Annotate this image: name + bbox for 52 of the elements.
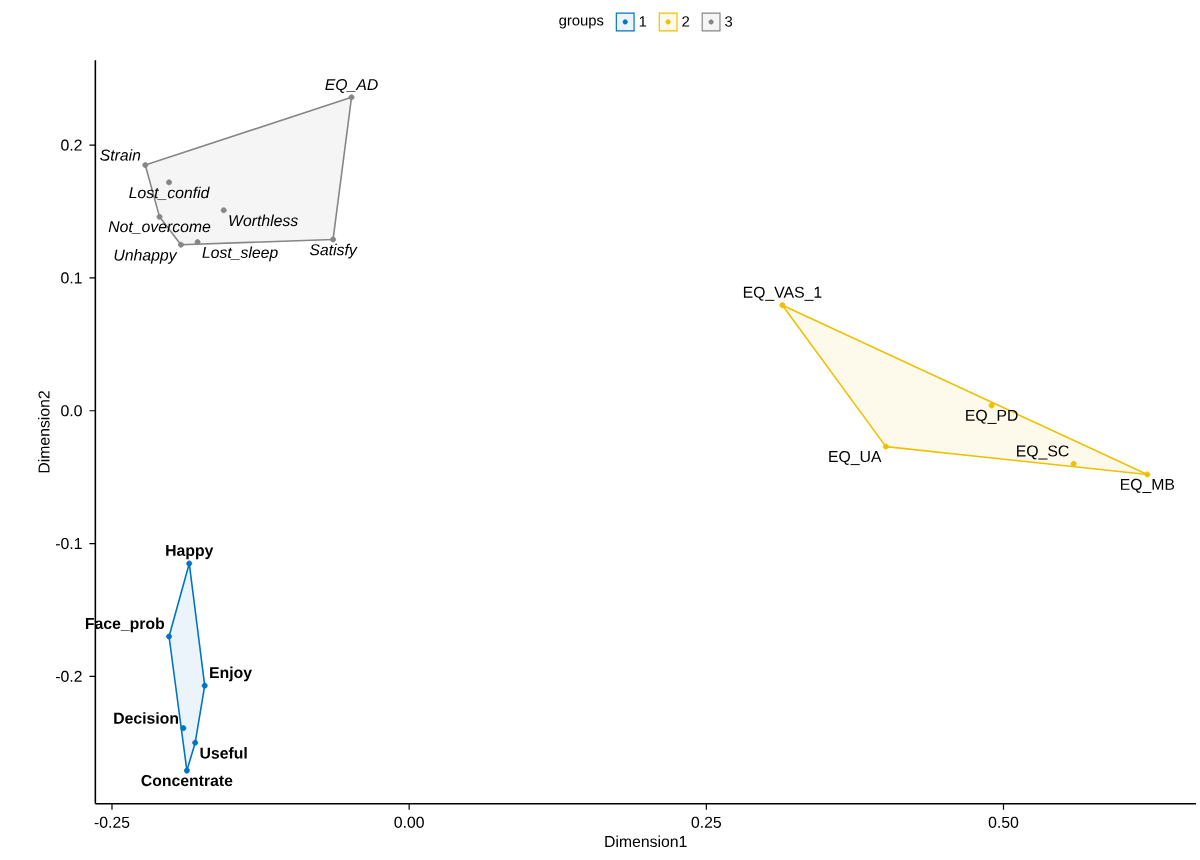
y-tick-label: 0.2 [61, 139, 82, 151]
annotation: Concentrate [141, 774, 233, 787]
annotation: Useful [200, 747, 247, 759]
y-tick-label: -0.1 [55, 537, 82, 550]
legend-label: 1 [639, 16, 647, 27]
annotation: Worthless [229, 214, 298, 227]
point [1070, 460, 1077, 467]
annotation: Lost_sleep [202, 246, 278, 262]
point [1144, 471, 1151, 478]
annotation: EQ_UA [829, 450, 882, 466]
annotation: EQ_VAS_1 [743, 286, 822, 301]
y-tick-label: -0.2 [55, 670, 82, 682]
x-tick-label: -0.25 [94, 816, 130, 828]
point [177, 241, 184, 248]
annotation: Lost_confid [129, 186, 210, 201]
annotation: EQ_AD [325, 79, 378, 93]
y-tick-label: 0.1 [61, 272, 82, 284]
point [183, 767, 190, 774]
point [779, 302, 786, 309]
point [142, 162, 149, 169]
annotation: EQ_MB [1121, 478, 1175, 493]
annotation: Satisfy [309, 243, 358, 259]
point [186, 560, 193, 567]
y-tick-label: 0.0 [61, 405, 82, 417]
annotation: Decision [114, 712, 178, 724]
point [192, 739, 199, 746]
point [348, 94, 355, 101]
x-tick-label: 0.50 [988, 816, 1019, 828]
annotation: Unhappy [114, 249, 178, 264]
point [166, 633, 173, 640]
point [194, 239, 201, 246]
annotation: Strain [100, 149, 141, 161]
annotation: Happy [166, 544, 214, 560]
point [220, 207, 227, 214]
annotation: EQ_SC [1017, 445, 1069, 460]
x-tick-label: 0.00 [394, 816, 424, 828]
legend-label: 2 [682, 16, 690, 27]
point [201, 682, 208, 689]
legend-title: groups [559, 17, 604, 29]
point [882, 443, 889, 450]
annotation: Enjoy [210, 666, 252, 682]
point [166, 179, 173, 186]
legend-label: 3 [725, 16, 733, 27]
x-tick-label: 0.25 [691, 816, 722, 828]
y-axis-title: Dimension2 [38, 391, 50, 473]
point [988, 402, 995, 409]
x-axis-title: Dimension1 [605, 835, 687, 848]
annotation: EQ_PD [966, 409, 1018, 424]
point [156, 213, 163, 220]
annotation: Not_overcome [108, 221, 211, 234]
point [180, 725, 187, 732]
point [330, 236, 337, 243]
